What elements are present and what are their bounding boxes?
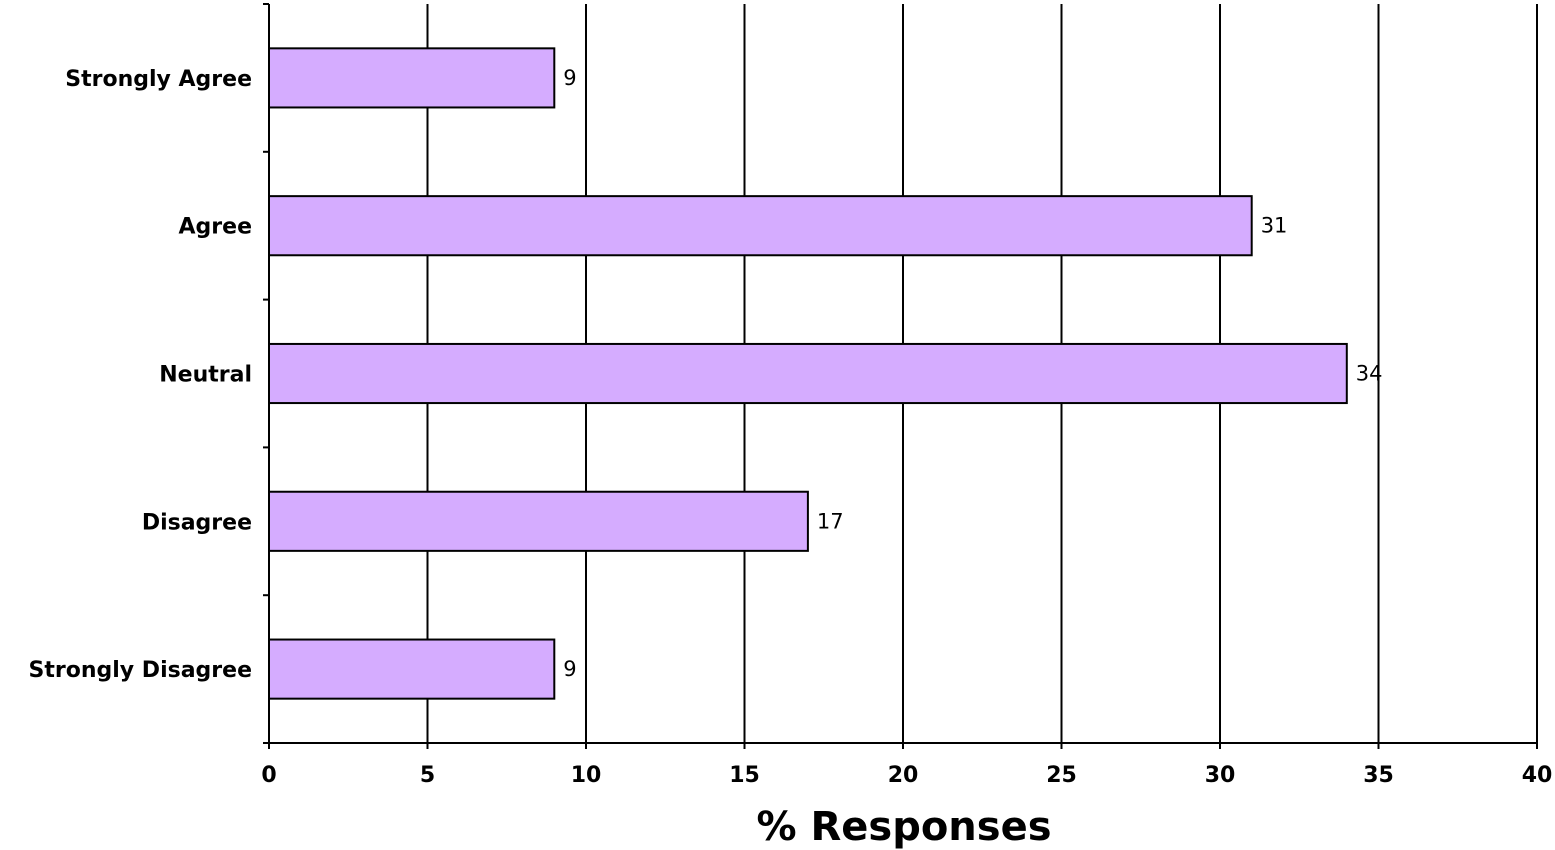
data-label-agree: 31 [1261, 214, 1288, 238]
category-label-agree: Agree [179, 215, 252, 240]
bar-neutral [268, 342, 1348, 405]
x-tick-label-35: 35 [1363, 763, 1394, 788]
data-label-strongly-agree: 9 [563, 66, 576, 90]
labels: 9 Strongly Agree 31 Agree 34 Neutral 17 Disagre… [29, 66, 1553, 788]
bar-disagree [268, 490, 809, 552]
data-label-strongly-disagree: 9 [563, 657, 576, 681]
x-tick-label-40: 40 [1522, 763, 1553, 788]
x-tick-label-30: 30 [1205, 763, 1236, 788]
bar-agree [268, 195, 1253, 257]
x-tick-label-0: 0 [261, 763, 276, 788]
x-tick-label-20: 20 [888, 763, 919, 788]
bars [268, 47, 1348, 700]
data-label-neutral: 34 [1356, 362, 1383, 386]
category-label-strongly-disagree: Strongly Disagree [29, 658, 252, 683]
x-axis-title: % Responses [756, 804, 1051, 850]
x-tick-label-15: 15 [729, 763, 760, 788]
bar-strongly-disagree [268, 638, 556, 700]
bar-strongly-agree [268, 47, 556, 109]
x-tick-label-10: 10 [571, 763, 602, 788]
x-tick-label-25: 25 [1046, 763, 1077, 788]
x-tick-label-5: 5 [420, 763, 435, 788]
category-label-neutral: Neutral [159, 363, 252, 388]
category-label-strongly-agree: Strongly Agree [65, 67, 252, 92]
category-label-disagree: Disagree [142, 510, 252, 535]
data-label-disagree: 17 [817, 509, 844, 533]
axes [263, 3, 1538, 749]
